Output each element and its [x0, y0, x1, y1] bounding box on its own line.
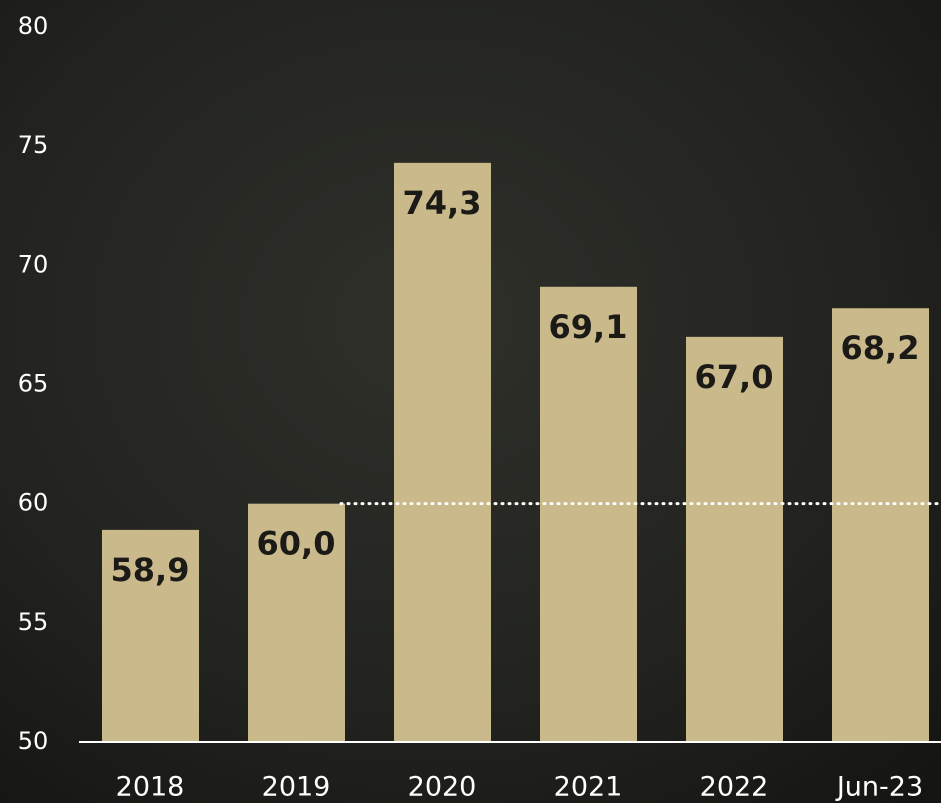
value-label: 68,2 — [841, 329, 920, 367]
value-label: 74,3 — [403, 184, 482, 222]
y-tick-label: 80 — [18, 12, 49, 40]
x-tick-label: 2019 — [262, 772, 331, 803]
y-tick-label: 55 — [18, 608, 49, 636]
value-label: 67,0 — [695, 358, 774, 396]
y-tick-label: 70 — [18, 250, 49, 278]
bar — [686, 337, 783, 742]
x-tick-label: 2022 — [700, 772, 769, 803]
bar — [832, 308, 929, 742]
value-label: 60,0 — [257, 525, 336, 563]
bar — [394, 163, 491, 742]
chart: 50 55 60 65 70 75 80 58,9 2018 60,0 2019 74,3 2020 69… — [0, 0, 941, 803]
y-tick-label: 65 — [18, 370, 49, 398]
x-tick-label: 2020 — [408, 772, 477, 803]
x-tick-label: 2021 — [554, 772, 623, 803]
y-tick-label: 75 — [18, 131, 49, 159]
page: {"chart_data": {"type": "bar", "categori… — [0, 0, 941, 803]
bar — [540, 287, 637, 742]
value-label: 69,1 — [549, 308, 628, 346]
value-label: 58,9 — [111, 551, 190, 589]
y-tick-label: 50 — [18, 727, 49, 755]
x-tick-label: Jun-23 — [835, 772, 923, 803]
x-tick-label: 2018 — [116, 772, 185, 803]
y-tick-label: 60 — [18, 489, 49, 517]
